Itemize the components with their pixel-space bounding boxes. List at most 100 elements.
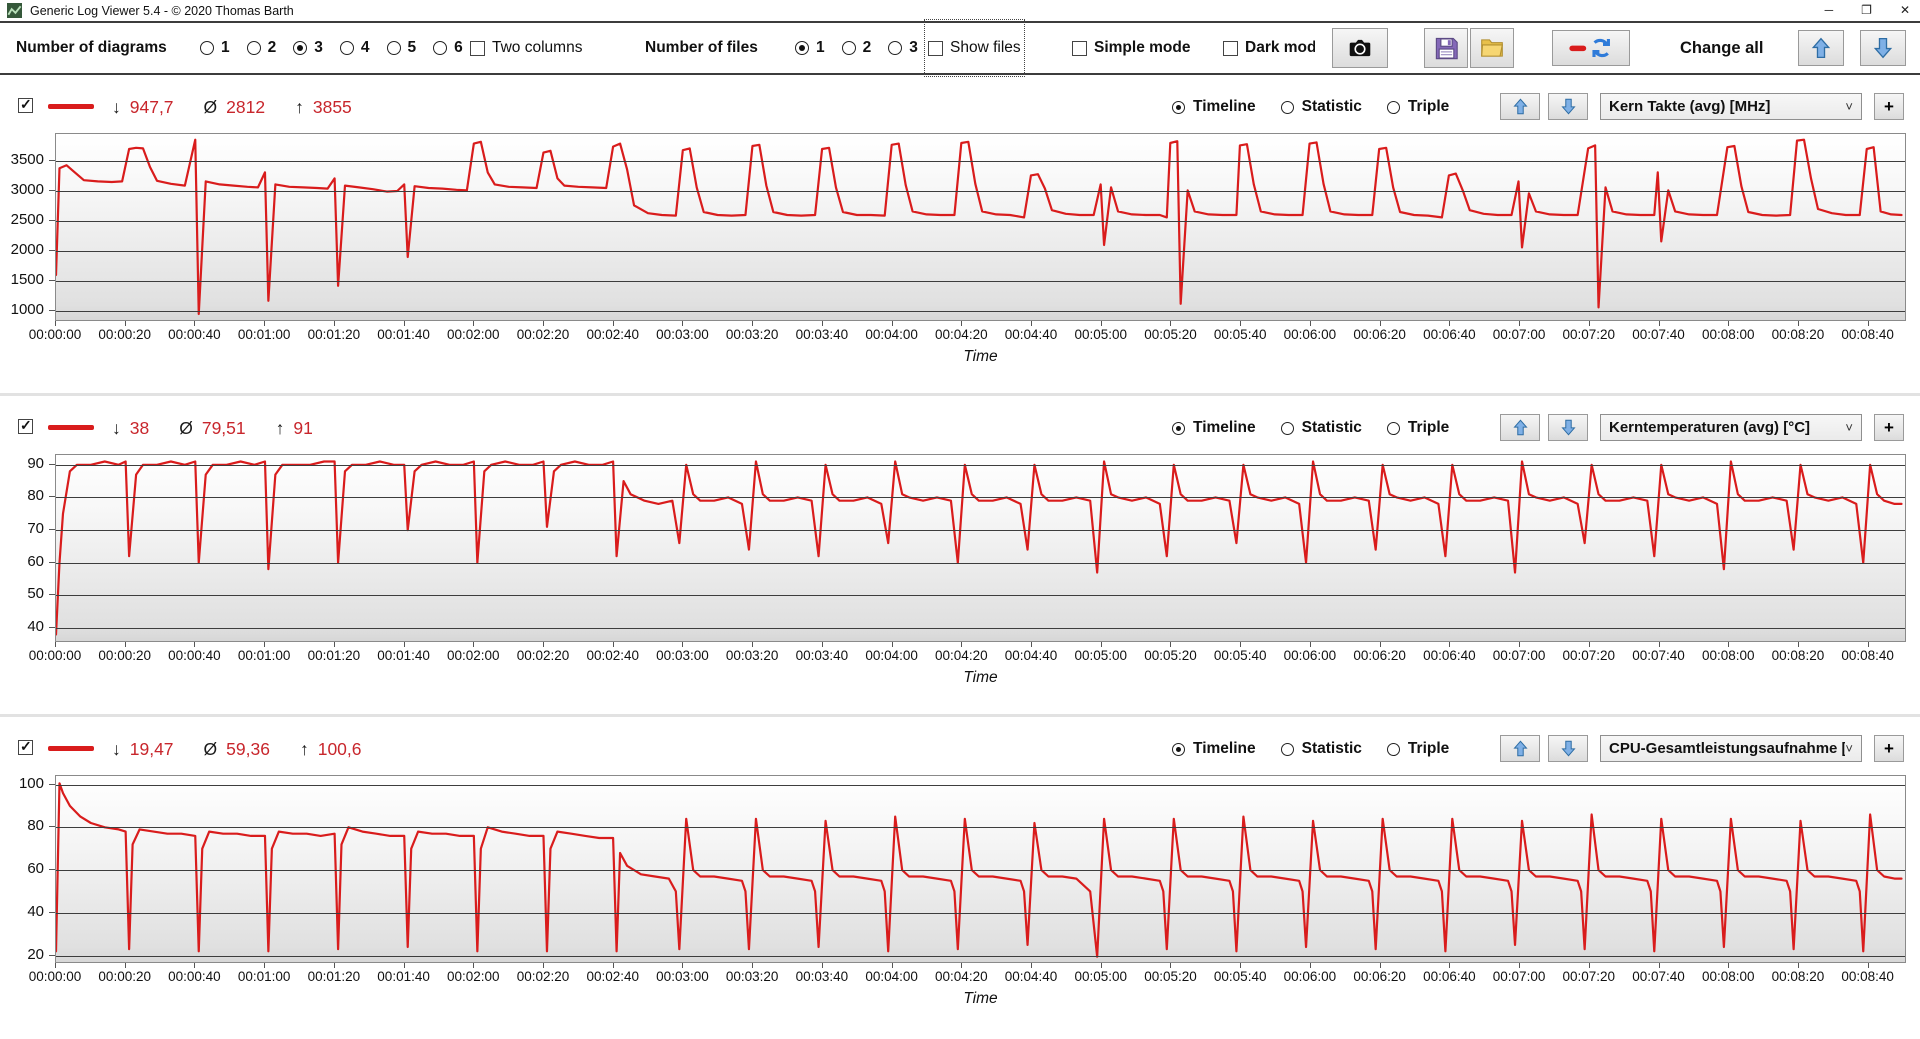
x-tick-mark xyxy=(404,642,405,647)
view-option-timeline[interactable]: Timeline xyxy=(1172,740,1256,758)
x-tick-mark xyxy=(822,642,823,647)
radio-option-4[interactable]: 4 xyxy=(340,39,370,57)
radio-option-1[interactable]: 1 xyxy=(795,39,825,57)
x-tick-label: 00:03:40 xyxy=(796,648,849,663)
add-series-button[interactable]: + xyxy=(1874,414,1904,441)
x-tick-mark xyxy=(1519,321,1520,326)
radio-option-2[interactable]: 2 xyxy=(247,39,277,57)
radio-label: 4 xyxy=(361,39,370,57)
show-files-checkbox[interactable]: Show files xyxy=(928,23,1021,73)
radio-icon[interactable] xyxy=(1172,743,1185,756)
max-icon: ↑ xyxy=(300,739,309,760)
x-tick-label: 00:00:40 xyxy=(168,969,221,984)
x-tick-label: 00:00:00 xyxy=(29,327,82,342)
series-enabled-checkbox[interactable] xyxy=(18,740,33,755)
radio-option-5[interactable]: 5 xyxy=(387,39,417,57)
close-icon[interactable]: ✕ xyxy=(1900,0,1910,21)
move-up-button[interactable] xyxy=(1500,735,1540,762)
radio-icon[interactable] xyxy=(1387,422,1400,435)
open-folder-button[interactable] xyxy=(1470,28,1514,68)
view-option-triple[interactable]: Triple xyxy=(1387,419,1449,437)
radio-icon[interactable] xyxy=(795,41,809,55)
x-tick-label: 00:05:00 xyxy=(1074,327,1127,342)
radio-icon[interactable] xyxy=(842,41,856,55)
x-tick-label: 00:06:20 xyxy=(1353,648,1406,663)
move-down-button[interactable] xyxy=(1548,414,1588,441)
radio-icon[interactable] xyxy=(1387,101,1400,114)
radio-option-6[interactable]: 6 xyxy=(433,39,463,57)
radio-icon[interactable] xyxy=(340,41,354,55)
x-tick-mark xyxy=(961,321,962,326)
radio-icon[interactable] xyxy=(1281,743,1294,756)
x-tick-label: 00:05:00 xyxy=(1074,648,1127,663)
view-option-triple[interactable]: Triple xyxy=(1387,740,1449,758)
line-style-refresh-button[interactable] xyxy=(1552,30,1630,66)
checkbox-icon[interactable] xyxy=(1223,41,1238,56)
series-enabled-checkbox[interactable] xyxy=(18,98,33,113)
radio-icon[interactable] xyxy=(433,41,447,55)
view-option-triple[interactable]: Triple xyxy=(1387,98,1449,116)
change-all-up-button[interactable] xyxy=(1798,30,1844,66)
radio-label: 6 xyxy=(454,39,463,57)
metric-dropdown[interactable]: Kerntemperaturen (avg) [°C] ˅ xyxy=(1600,414,1862,441)
save-button[interactable] xyxy=(1424,28,1468,68)
checkbox-icon[interactable] xyxy=(470,41,485,56)
metric-dropdown[interactable]: Kern Takte (avg) [MHz] ˅ xyxy=(1600,93,1862,120)
move-down-button[interactable] xyxy=(1548,93,1588,120)
chart-panel: ↓ 19,47 Ø 59,36 ↑ 100,6 TimelineStatisti… xyxy=(0,717,1920,1038)
diagram-count-options: 123 45 6 xyxy=(200,23,480,73)
move-down-button[interactable] xyxy=(1548,735,1588,762)
view-option-statistic[interactable]: Statistic xyxy=(1281,740,1362,758)
view-option-timeline[interactable]: Timeline xyxy=(1172,98,1256,116)
radio-option-1[interactable]: 1 xyxy=(200,39,230,57)
x-tick-label: 00:00:40 xyxy=(168,648,221,663)
x-tick-label: 00:08:00 xyxy=(1702,648,1755,663)
radio-icon[interactable] xyxy=(247,41,261,55)
move-up-button[interactable] xyxy=(1500,414,1540,441)
checkbox-icon[interactable] xyxy=(928,41,943,56)
move-up-button[interactable] xyxy=(1500,93,1540,120)
radio-icon[interactable] xyxy=(200,41,214,55)
max-value: 3855 xyxy=(313,97,352,118)
radio-icon[interactable] xyxy=(888,41,902,55)
view-option-timeline[interactable]: Timeline xyxy=(1172,419,1256,437)
x-tick-mark xyxy=(473,321,474,326)
change-all-down-button[interactable] xyxy=(1860,30,1906,66)
radio-icon[interactable] xyxy=(387,41,401,55)
view-option-statistic[interactable]: Statistic xyxy=(1281,419,1362,437)
y-tick-label: 50 xyxy=(27,585,44,603)
plot-wrap: 100015002000250030003500 xyxy=(0,133,1920,321)
screenshot-button[interactable] xyxy=(1332,28,1388,68)
chart-panels: ↓ 947,7 Ø 2812 ↑ 3855 TimelineStatisticT… xyxy=(0,75,1920,1038)
series-enabled-checkbox[interactable] xyxy=(18,419,33,434)
x-tick-label: 00:04:00 xyxy=(865,969,918,984)
add-series-button[interactable]: + xyxy=(1874,93,1904,120)
x-tick-mark xyxy=(822,321,823,326)
radio-icon[interactable] xyxy=(1387,743,1400,756)
radio-icon[interactable] xyxy=(1172,101,1185,114)
radio-icon[interactable] xyxy=(1281,101,1294,114)
x-tick-label: 00:07:40 xyxy=(1632,969,1685,984)
two-columns-checkbox[interactable]: Two columns xyxy=(470,23,582,73)
radio-icon[interactable] xyxy=(1281,422,1294,435)
y-tick-label: 70 xyxy=(27,520,44,538)
add-series-button[interactable]: + xyxy=(1874,735,1904,762)
metric-dropdown[interactable]: CPU-Gesamtleistungsaufnahme [W] ˅ xyxy=(1600,735,1862,762)
maximize-icon[interactable]: ❐ xyxy=(1861,0,1872,21)
radio-option-3[interactable]: 3 xyxy=(888,39,918,57)
minimize-icon[interactable]: ─ xyxy=(1825,0,1834,21)
checkbox-icon[interactable] xyxy=(1072,41,1087,56)
simple-mode-checkbox[interactable]: Simple mode xyxy=(1072,23,1190,73)
radio-option-3[interactable]: 3 xyxy=(293,39,323,57)
x-tick-label: 00:08:20 xyxy=(1772,648,1825,663)
view-option-statistic[interactable]: Statistic xyxy=(1281,98,1362,116)
x-tick-label: 00:07:00 xyxy=(1493,327,1546,342)
x-tick-mark xyxy=(264,642,265,647)
view-option-label: Statistic xyxy=(1302,98,1362,116)
radio-icon[interactable] xyxy=(1172,422,1185,435)
x-tick-mark xyxy=(1031,963,1032,968)
radio-icon[interactable] xyxy=(293,41,307,55)
chart-panel: ↓ 38 Ø 79,51 ↑ 91 TimelineStatisticTripl… xyxy=(0,396,1920,717)
radio-option-2[interactable]: 2 xyxy=(842,39,872,57)
dark-mode-checkbox[interactable]: Dark mode xyxy=(1223,23,1315,73)
